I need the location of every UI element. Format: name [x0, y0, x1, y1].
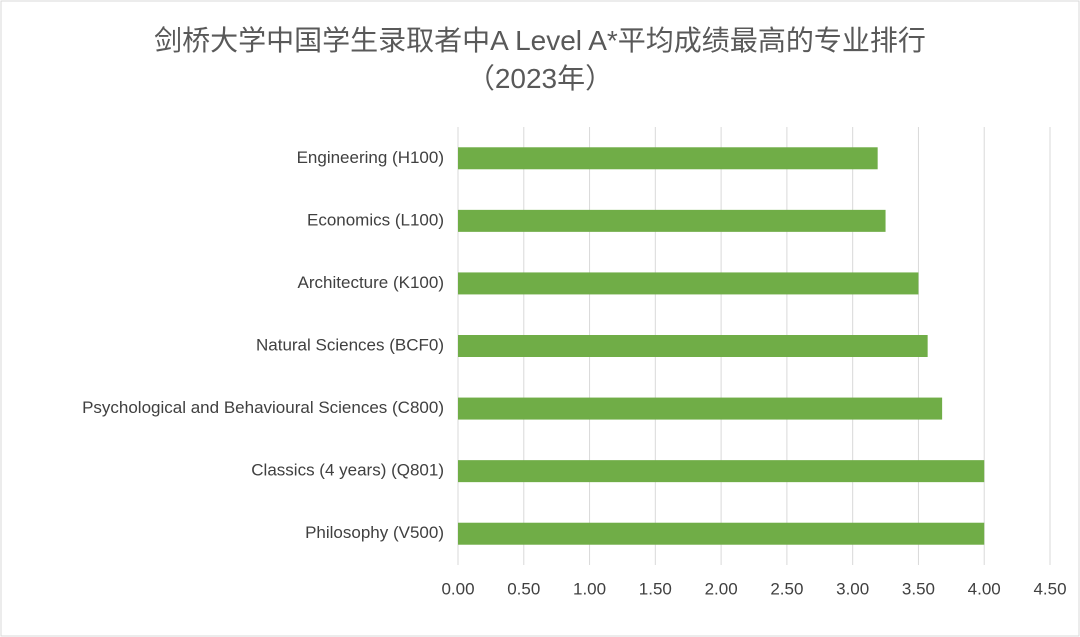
y-tick-label: Engineering (H100) [297, 148, 444, 167]
y-tick-label: Classics (4 years) (Q801) [251, 461, 444, 480]
bar [458, 272, 919, 295]
bar [458, 147, 878, 170]
y-tick-label: Architecture (K100) [298, 273, 444, 292]
x-tick-label: 3.50 [902, 579, 935, 598]
x-tick-label: 2.00 [705, 579, 738, 598]
x-tick-label: 1.50 [639, 579, 672, 598]
x-tick-label: 3.00 [836, 579, 869, 598]
chart-title: 剑桥大学中国学生录取者中A Level A*平均成绩最高的专业排行（2023年） [154, 25, 926, 94]
x-tick-label: 0.50 [507, 579, 540, 598]
y-tick-label: Psychological and Behavioural Sciences (… [82, 398, 444, 417]
y-tick-label: Natural Sciences (BCF0) [256, 335, 444, 354]
x-tick-label: 2.50 [770, 579, 803, 598]
bar [458, 522, 985, 545]
bar [458, 460, 985, 483]
x-tick-label: 0.00 [441, 579, 474, 598]
x-tick-label: 4.50 [1033, 579, 1066, 598]
bar [458, 335, 928, 357]
y-tick-label: Philosophy (V500) [305, 523, 444, 542]
x-tick-label: 4.00 [968, 579, 1001, 598]
y-tick-label: Economics (L100) [307, 210, 444, 229]
bar [458, 209, 886, 232]
bar [458, 397, 943, 420]
x-tick-label: 1.00 [573, 579, 606, 598]
